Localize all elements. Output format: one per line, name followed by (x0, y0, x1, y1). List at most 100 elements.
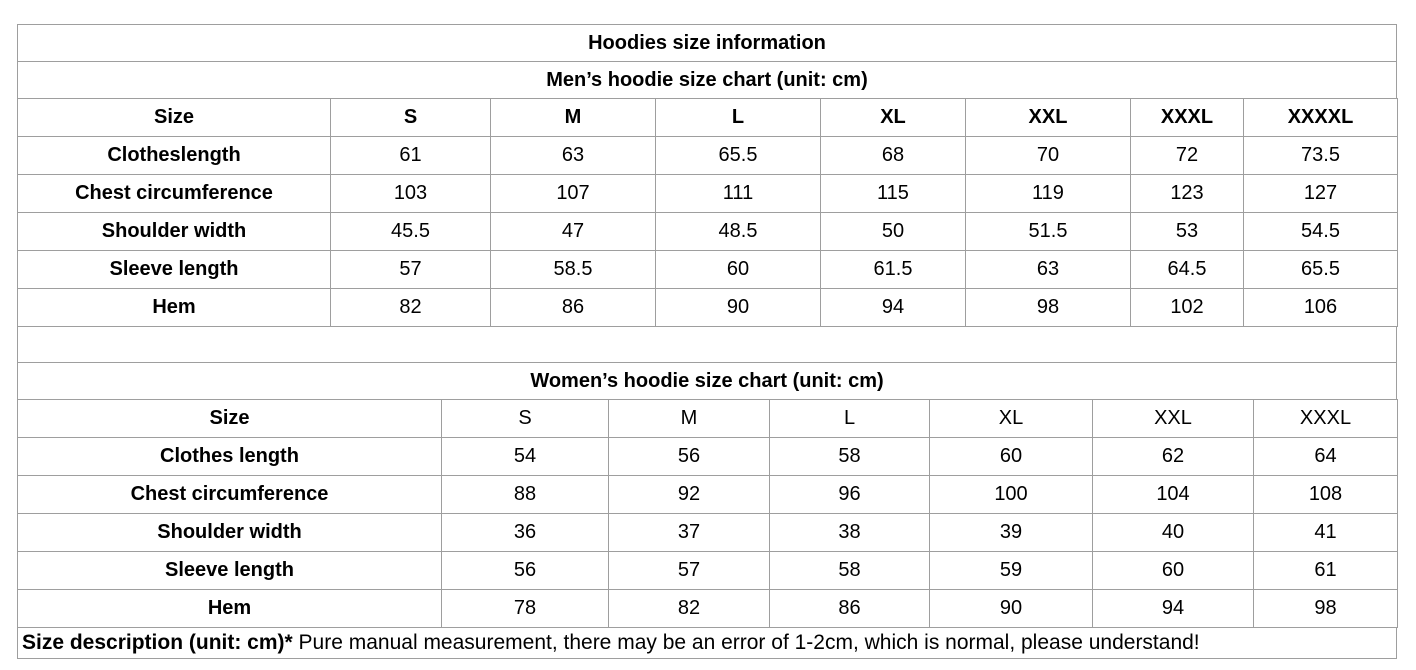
measurement-value-cell: 37 (608, 513, 770, 552)
measurement-value-cell: 88 (441, 475, 609, 514)
measurement-value-cell: 54.5 (1243, 212, 1398, 251)
measurement-value-cell: 57 (330, 250, 491, 289)
sheet-title: Hoodies size information (17, 24, 1397, 62)
measurement-value-cell: 64.5 (1130, 250, 1244, 289)
measurement-row-label: Clotheslength (17, 136, 331, 175)
measurement-value-cell: 108 (1253, 475, 1398, 514)
footer-note: Size description (unit: cm)* Pure manual… (17, 627, 1397, 659)
measurement-row: Chest circumference 88 92 96 100 104 108 (17, 475, 1398, 514)
size-column-header: XXL (1092, 399, 1254, 438)
measurement-value-cell: 57 (608, 551, 770, 590)
measurement-row: Hem 78 82 86 90 94 98 (17, 589, 1398, 628)
measurement-value-cell: 72 (1130, 136, 1244, 175)
measurement-row: Chest circumference 103 107 111 115 119 123 127 (17, 174, 1398, 213)
measurement-value-cell: 65.5 (1243, 250, 1398, 289)
size-column-header: M (490, 98, 656, 137)
size-header-label: Size (17, 399, 442, 438)
measurement-value-cell: 70 (965, 136, 1131, 175)
measurement-row: Clotheslength 61 63 65.5 68 70 72 73.5 (17, 136, 1398, 175)
measurement-value-cell: 56 (608, 437, 770, 476)
measurement-row-label: Chest circumference (17, 475, 442, 514)
measurement-value-cell: 63 (490, 136, 656, 175)
measurement-value-cell: 60 (1092, 551, 1254, 590)
size-header-row: Size S M L XL XXL XXXL (17, 399, 1398, 438)
measurement-value-cell: 65.5 (655, 136, 821, 175)
mens-size-table: Size S M L XL XXL XXXL XXXXL Clotheslength 61 63 65… (17, 98, 1398, 327)
measurement-row-label: Sleeve length (17, 551, 442, 590)
size-column-header: M (608, 399, 770, 438)
size-column-header: S (441, 399, 609, 438)
measurement-value-cell: 61 (330, 136, 491, 175)
measurement-value-cell: 38 (769, 513, 930, 552)
measurement-value-cell: 51.5 (965, 212, 1131, 251)
measurement-value-cell: 39 (929, 513, 1093, 552)
measurement-value-cell: 86 (769, 589, 930, 628)
measurement-value-cell: 68 (820, 136, 966, 175)
size-header-label: Size (17, 98, 331, 137)
measurement-value-cell: 102 (1130, 288, 1244, 327)
measurement-value-cell: 119 (965, 174, 1131, 213)
measurement-value-cell: 104 (1092, 475, 1254, 514)
measurement-value-cell: 92 (608, 475, 770, 514)
measurement-value-cell: 59 (929, 551, 1093, 590)
measurement-value-cell: 127 (1243, 174, 1398, 213)
measurement-row: Shoulder width 36 37 38 39 40 41 (17, 513, 1398, 552)
measurement-value-cell: 107 (490, 174, 656, 213)
measurement-value-cell: 115 (820, 174, 966, 213)
footer-note-text: Pure manual measurement, there may be an… (292, 631, 1200, 654)
measurement-row-label: Sleeve length (17, 250, 331, 289)
measurement-value-cell: 86 (490, 288, 656, 327)
measurement-row: Sleeve length 56 57 58 59 60 61 (17, 551, 1398, 590)
size-column-header: XXXL (1253, 399, 1398, 438)
footer-note-lead: Size description (unit: cm)* (22, 631, 293, 654)
measurement-value-cell: 45.5 (330, 212, 491, 251)
mens-chart-subtitle: Men’s hoodie size chart (unit: cm) (17, 61, 1397, 99)
measurement-value-cell: 64 (1253, 437, 1398, 476)
measurement-row: Hem 82 86 90 94 98 102 106 (17, 288, 1398, 327)
measurement-value-cell: 61.5 (820, 250, 966, 289)
measurement-value-cell: 100 (929, 475, 1093, 514)
measurement-value-cell: 123 (1130, 174, 1244, 213)
measurement-value-cell: 111 (655, 174, 821, 213)
measurement-value-cell: 90 (929, 589, 1093, 628)
measurement-value-cell: 82 (608, 589, 770, 628)
measurement-value-cell: 58.5 (490, 250, 656, 289)
measurement-value-cell: 103 (330, 174, 491, 213)
measurement-value-cell: 98 (1253, 589, 1398, 628)
measurement-row: Sleeve length 57 58.5 60 61.5 63 64.5 65.5 (17, 250, 1398, 289)
measurement-value-cell: 90 (655, 288, 821, 327)
measurement-value-cell: 82 (330, 288, 491, 327)
measurement-value-cell: 62 (1092, 437, 1254, 476)
spacer-row (17, 326, 1397, 363)
size-column-header: XXXL (1130, 98, 1244, 137)
size-chart-sheet: Hoodies size information Men’s hoodie si… (17, 24, 1398, 659)
size-column-header: S (330, 98, 491, 137)
measurement-value-cell: 106 (1243, 288, 1398, 327)
measurement-row-label: Chest circumference (17, 174, 331, 213)
measurement-row-label: Hem (17, 288, 331, 327)
measurement-row-label: Shoulder width (17, 212, 331, 251)
measurement-value-cell: 53 (1130, 212, 1244, 251)
measurement-row: Shoulder width 45.5 47 48.5 50 51.5 53 54.5 (17, 212, 1398, 251)
measurement-value-cell: 41 (1253, 513, 1398, 552)
size-header-row: Size S M L XL XXL XXXL XXXXL (17, 98, 1398, 137)
measurement-value-cell: 63 (965, 250, 1131, 289)
measurement-row-label: Shoulder width (17, 513, 442, 552)
measurement-row: Clothes length 54 56 58 60 62 64 (17, 437, 1398, 476)
measurement-row-label: Hem (17, 589, 442, 628)
measurement-value-cell: 61 (1253, 551, 1398, 590)
measurement-value-cell: 96 (769, 475, 930, 514)
measurement-value-cell: 73.5 (1243, 136, 1398, 175)
measurement-value-cell: 50 (820, 212, 966, 251)
size-column-header: XL (820, 98, 966, 137)
measurement-value-cell: 36 (441, 513, 609, 552)
measurement-row-label: Clothes length (17, 437, 442, 476)
womens-size-table: Size S M L XL XXL XXXL Clothes length 54 56 58 60 62… (17, 399, 1398, 628)
size-column-header: XXXXL (1243, 98, 1398, 137)
size-column-header: L (655, 98, 821, 137)
measurement-value-cell: 78 (441, 589, 609, 628)
size-column-header: L (769, 399, 930, 438)
measurement-value-cell: 60 (655, 250, 821, 289)
measurement-value-cell: 60 (929, 437, 1093, 476)
